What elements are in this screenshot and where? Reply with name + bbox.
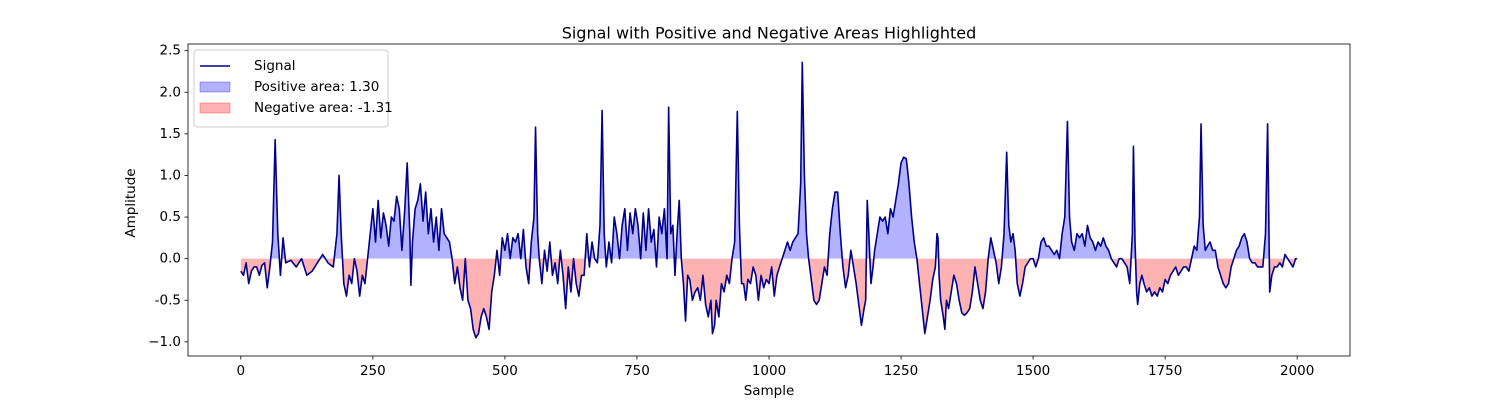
y-tick-label: -0.5 xyxy=(155,292,181,308)
signal-line xyxy=(240,61,1298,339)
legend: Signal Positive area: 1.30 Negative area: … xyxy=(193,49,393,128)
legend-patch xyxy=(199,81,231,93)
y-tick-label: 0.0 xyxy=(160,251,181,267)
x-tick-label: 1750 xyxy=(1148,363,1182,379)
legend-label: Positive area: 1.30 xyxy=(254,79,379,95)
legend-box xyxy=(193,49,389,128)
x-tick-label: 500 xyxy=(492,363,518,379)
y-tick-label: 2.5 xyxy=(160,43,181,59)
x-tick-label: 1000 xyxy=(752,363,786,379)
x-tick-label: 250 xyxy=(360,363,386,379)
plot-frame xyxy=(187,43,1351,357)
x-tick-label: 0 xyxy=(237,363,246,379)
x-axis-label: Sample xyxy=(744,383,795,399)
y-tick-label: 1.5 xyxy=(160,126,181,142)
y-tick-label: 2.0 xyxy=(160,84,181,100)
legend-patch xyxy=(199,102,231,114)
y-tick-label: 0.5 xyxy=(160,209,181,225)
y-tick-label: −1.0 xyxy=(148,334,181,350)
chart-title: Signal with Positive and Negative Areas … xyxy=(562,24,977,43)
legend-label: Signal xyxy=(254,58,295,74)
x-tick-label: 1250 xyxy=(884,363,918,379)
y-tick-label: 1.0 xyxy=(160,167,181,183)
legend-label: Negative area: -1.31 xyxy=(254,100,393,116)
y-axis-label: Amplitude xyxy=(123,168,139,237)
x-tick-label: 2000 xyxy=(1280,363,1314,379)
x-tick-label: 750 xyxy=(624,363,650,379)
area-fill xyxy=(240,258,1296,338)
x-tick-label: 1500 xyxy=(1016,363,1050,379)
